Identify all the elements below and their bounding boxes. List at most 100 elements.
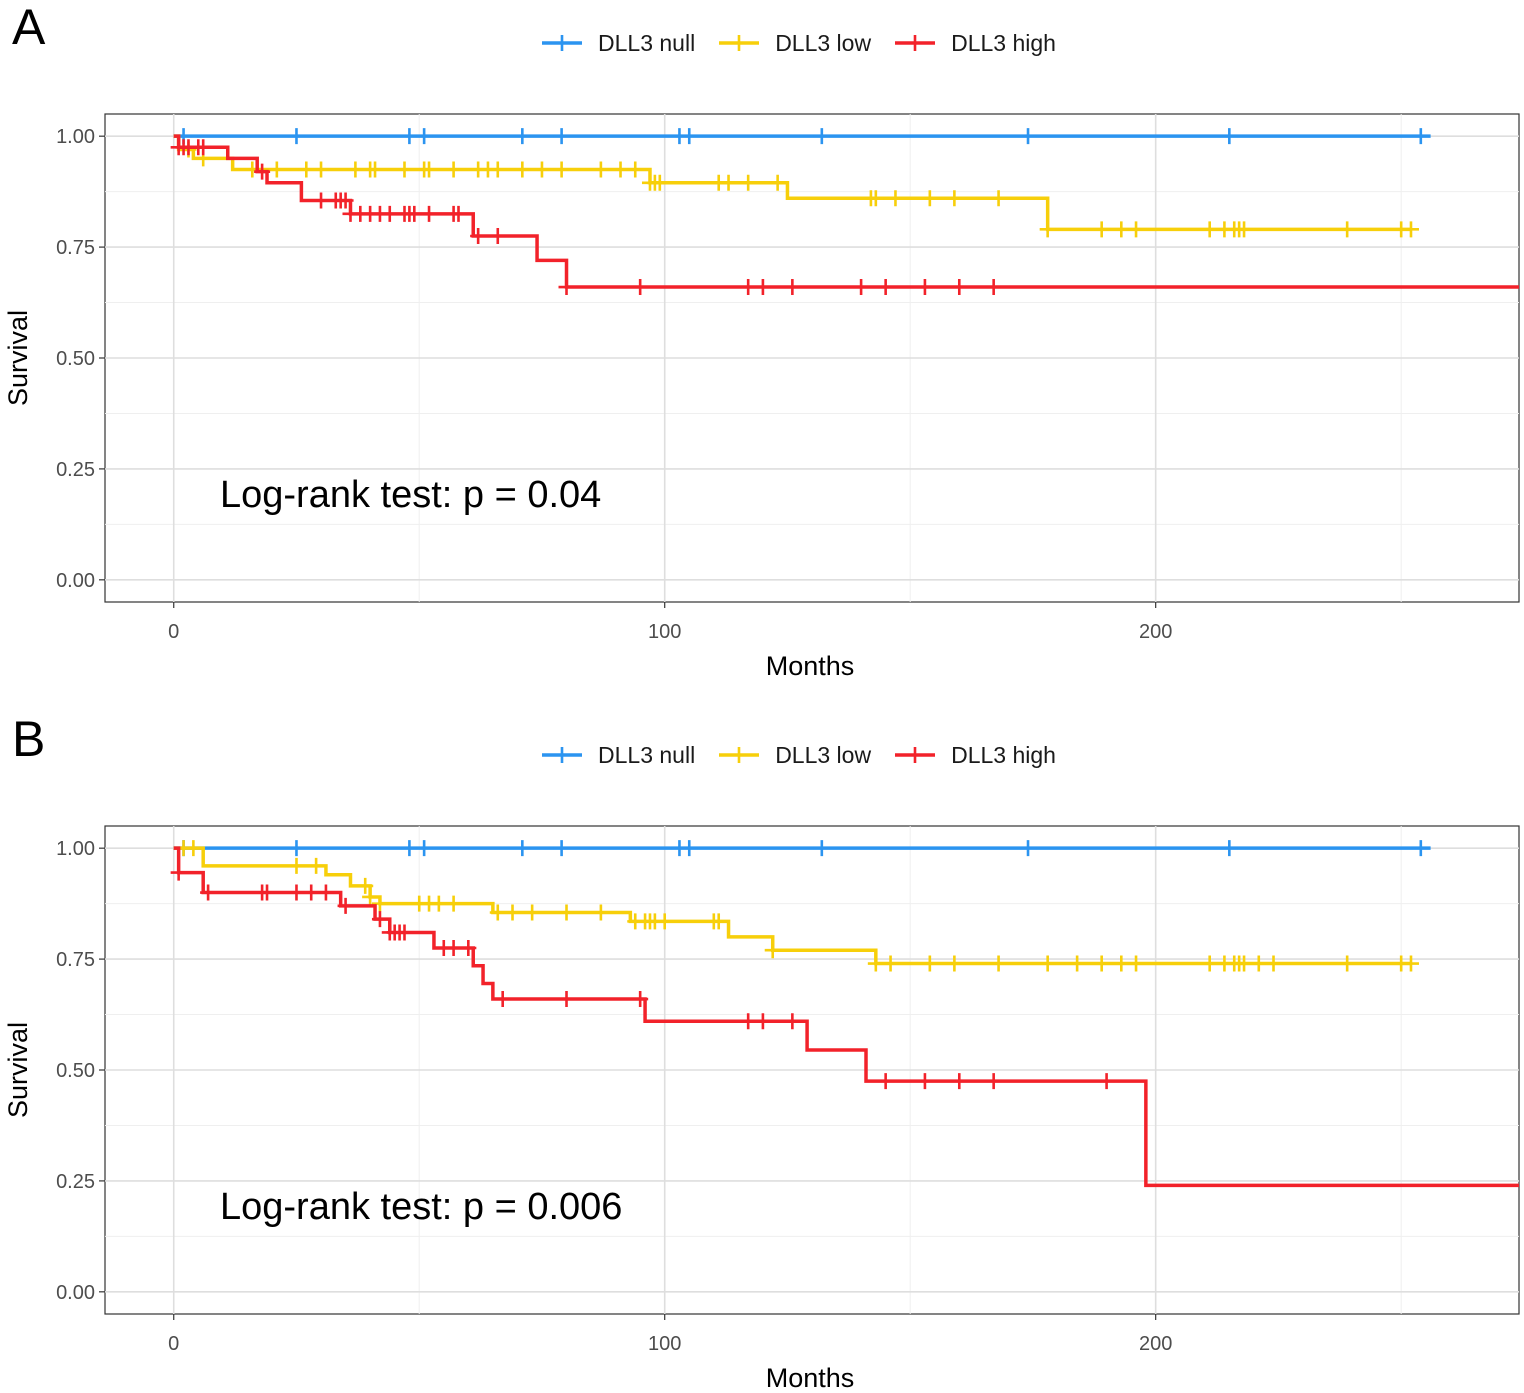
censor-mark <box>1236 221 1253 238</box>
legend-item-high: DLL3 high <box>893 28 1056 58</box>
censor-mark <box>504 904 521 921</box>
censor-mark <box>558 279 575 296</box>
censor-mark <box>445 940 462 956</box>
censor-mark <box>445 895 462 912</box>
censor-mark <box>489 161 506 178</box>
censor-mark <box>740 1013 757 1030</box>
censor-mark <box>524 904 541 921</box>
censor-mark <box>784 279 801 296</box>
legend-item-low: DLL3 low <box>717 740 871 770</box>
survival-curve <box>173 134 1519 289</box>
censor-mark <box>1093 221 1110 238</box>
censor-mark <box>740 279 757 296</box>
series-high <box>170 846 1519 1188</box>
censor-mark <box>612 161 629 178</box>
censor-mark <box>1128 955 1145 972</box>
censor-mark <box>681 840 698 857</box>
logrank-annotation: Log-rank test: p = 0.006 <box>220 1186 622 1228</box>
legend-cross <box>554 747 570 763</box>
censor-mark <box>1402 221 1419 238</box>
censor-mark <box>632 279 649 296</box>
legend-item-null: DLL3 null <box>540 740 695 770</box>
km-plot: 0.00 0.25 0.50 0.75 1.00 0 100 200 Survival Mon… <box>3 825 1520 1393</box>
censor-mark <box>764 942 781 959</box>
legend-item-null: DLL3 null <box>540 28 695 58</box>
censor-mark <box>887 190 904 207</box>
panel-label: B <box>12 711 46 767</box>
censor-mark <box>951 279 968 296</box>
y-tick-label: 0.25 <box>56 459 95 481</box>
legend-swatch-null <box>542 747 582 763</box>
censor-mark <box>853 279 870 296</box>
censor-mark <box>406 205 423 222</box>
legend-label: DLL3 null <box>598 29 696 56</box>
censor-mark <box>1221 840 1238 857</box>
km-plot: 0.00 0.25 0.50 0.75 1.00 0 100 200 Survival Mon… <box>3 113 1520 681</box>
censor-mark <box>592 904 609 921</box>
censor-mark <box>313 161 330 178</box>
censor-mark <box>813 128 830 145</box>
censor-mark <box>553 840 570 857</box>
censor-mark <box>357 877 374 894</box>
censor-mark <box>337 897 354 914</box>
legend-swatch-low <box>719 747 760 763</box>
censor-mark <box>514 161 531 178</box>
censor-mark <box>877 1073 894 1090</box>
censor-mark <box>1250 955 1267 972</box>
legend-cross <box>554 35 570 51</box>
x-axis-title: Months <box>766 651 855 681</box>
series-group <box>170 840 1519 1188</box>
y-tick-label: 0.25 <box>56 1171 95 1193</box>
censor-mark <box>1412 840 1429 857</box>
censor-mark <box>867 955 884 972</box>
x-tick-label: 100 <box>648 621 681 643</box>
censor-mark <box>1069 955 1086 972</box>
censor-mark <box>450 205 467 222</box>
censor-mark <box>1201 221 1218 238</box>
censor-mark <box>470 228 487 244</box>
censor-mark <box>288 884 305 901</box>
censor-mark <box>317 884 334 901</box>
censor-mark <box>553 161 570 178</box>
censor-mark <box>710 913 727 930</box>
censor-mark <box>494 991 511 1008</box>
axes: 0.00 0.25 0.50 0.75 1.00 0 100 200 <box>56 126 1172 643</box>
x-tick-label: 100 <box>648 1333 681 1355</box>
censor-mark <box>867 190 884 207</box>
legend-label: DLL3 high <box>951 741 1056 768</box>
y-tick-label: 0.50 <box>56 1060 95 1082</box>
censor-mark <box>367 161 384 178</box>
series-group <box>170 128 1519 296</box>
y-tick-label: 0.75 <box>56 949 95 971</box>
censor-mark <box>170 864 187 881</box>
legend-cross <box>907 35 924 51</box>
x-tick-label: 200 <box>1139 621 1172 643</box>
censor-mark <box>720 174 737 191</box>
x-tick-label: 0 <box>168 621 179 643</box>
censor-mark <box>1020 840 1037 857</box>
censor-mark <box>445 161 462 178</box>
censor-mark <box>1236 955 1253 972</box>
legend-cross <box>907 747 924 763</box>
censor-mark <box>558 904 575 921</box>
censor-mark <box>651 174 668 191</box>
censor-mark <box>381 205 398 222</box>
y-tick-label: 0.00 <box>56 570 95 592</box>
censor-mark <box>916 279 933 296</box>
y-tick-label: 1.00 <box>56 126 95 148</box>
legend-cross <box>731 35 748 51</box>
legend-swatch-null <box>542 35 582 51</box>
legend-cross <box>731 747 748 763</box>
censor-mark <box>1201 955 1218 972</box>
censor-mark <box>303 884 320 901</box>
censor-mark <box>877 279 894 296</box>
censor-mark <box>401 128 418 145</box>
legend-label: DLL3 low <box>775 741 872 768</box>
censor-mark <box>298 161 315 178</box>
censor-mark <box>985 279 1002 296</box>
chart-panel-b: B DLL3 null DLL3 low DLL3 high 0.00 0.25 0… <box>0 711 1524 1393</box>
censor-mark <box>553 128 570 145</box>
censor-mark <box>362 888 379 905</box>
censor-mark <box>1039 221 1056 238</box>
censor-mark <box>268 161 285 178</box>
